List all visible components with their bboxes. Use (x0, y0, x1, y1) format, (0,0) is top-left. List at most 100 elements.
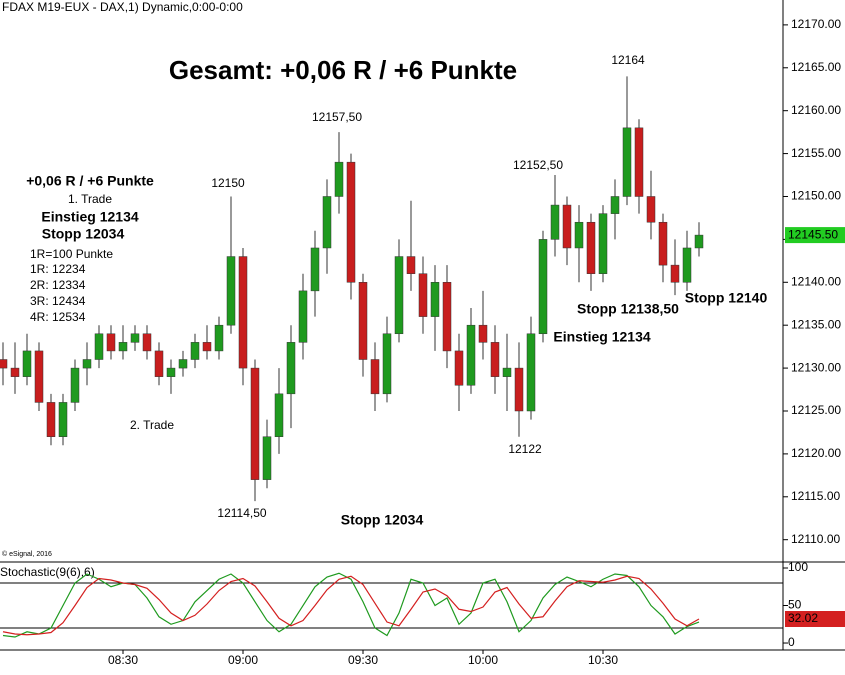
candle-body (190, 342, 200, 360)
candle-body (310, 247, 320, 292)
candle-body (454, 350, 464, 386)
candle-body (214, 324, 224, 352)
candle-body (442, 282, 452, 352)
candle-body (430, 282, 440, 317)
header: FDAX M19-EUX - DAX,1) Dynamic,0:00-0:00 (2, 0, 243, 14)
annotation: 12164 (611, 53, 645, 67)
candle-body (70, 367, 80, 403)
candle-body (658, 221, 668, 266)
candle-body (418, 273, 428, 317)
x-tick-label: 09:00 (228, 653, 258, 667)
candle-body (250, 367, 260, 480)
candle-body (550, 204, 560, 240)
annotation: Stopp 12138,50 (577, 301, 679, 317)
candle-body (538, 239, 548, 335)
annotation: 12114,50 (217, 506, 266, 520)
candle-body (202, 342, 212, 352)
annotation: Stopp 12140 (685, 290, 768, 306)
candle-body (118, 342, 128, 352)
candle-body (598, 213, 608, 274)
candle-body (694, 234, 704, 249)
annotation: 1R: 12234 (30, 262, 86, 276)
y-tick-label: 0 (788, 635, 795, 649)
candle-body (514, 367, 524, 412)
annotation: +0,06 R / +6 Punkte (26, 173, 154, 189)
annotation: Einstieg 12134 (553, 329, 650, 345)
y-tick-label: 12135.00 (791, 317, 841, 331)
candle-body (346, 161, 356, 283)
candle-body (334, 161, 344, 197)
candle-body (274, 393, 284, 437)
candle-body (382, 333, 392, 395)
chart-title: Gesamt: +0,06 R / +6 Punkte (169, 55, 517, 85)
x-tick-label: 08:30 (108, 653, 138, 667)
annotation: 12122 (508, 442, 542, 456)
candle-body (634, 127, 644, 197)
candle-body (142, 333, 152, 352)
candle-body (466, 324, 476, 386)
candle-body (622, 127, 632, 197)
candle-body (502, 367, 512, 377)
credit: © eSignal, 2016 (2, 550, 52, 558)
y-tick-label: 12115.00 (791, 489, 840, 503)
y-tick-label: 12170.00 (791, 17, 841, 31)
y-tick-label: 12130.00 (791, 360, 841, 374)
annotation: 2. Trade (130, 418, 174, 432)
y-tick-label: 12110.00 (791, 532, 840, 546)
y-tick-label: 12150.00 (791, 189, 841, 203)
candle-body (154, 350, 164, 377)
annotation: 2R: 12334 (30, 278, 86, 292)
y-tick-label: 12160.00 (791, 103, 841, 117)
candle-body (610, 196, 620, 214)
y-tick-label: 12120.00 (791, 446, 841, 460)
last-value-box (785, 611, 845, 628)
candle-body (22, 350, 32, 377)
y-tick-label: 12155.00 (791, 146, 841, 160)
annotation: 4R: 12534 (30, 310, 86, 324)
candle-body (130, 333, 140, 343)
annotation: 12157,50 (312, 110, 362, 124)
candle-body (286, 342, 296, 395)
y-tick-label: 100 (788, 560, 808, 574)
candle-body (34, 350, 44, 403)
last-price-label: 12145.50 (788, 227, 838, 241)
candle-body (226, 256, 236, 326)
candle-body (58, 402, 68, 437)
annotation: 12152,50 (513, 158, 563, 172)
candle-body (82, 359, 92, 369)
annotation: Stopp 12034 (341, 512, 424, 528)
candle-body (478, 324, 488, 343)
stochastic-line (2, 575, 700, 636)
candle-body (574, 221, 584, 249)
stochastic-line (2, 572, 700, 638)
candle-body (0, 359, 8, 369)
y-tick-label: 12165.00 (791, 60, 841, 74)
annotation: 1. Trade (68, 192, 112, 206)
candle-body (106, 333, 116, 352)
candle-body (586, 221, 596, 274)
candle-body (46, 402, 56, 437)
candle-body (682, 247, 692, 283)
candle-body (406, 256, 416, 274)
last-price-box (785, 227, 845, 244)
candle-body (238, 256, 248, 369)
x-tick-label: 10:00 (468, 653, 498, 667)
annotation: 3R: 12434 (30, 294, 86, 308)
annotation: Stopp 12034 (42, 226, 125, 242)
candle-body (10, 367, 20, 377)
candle-body (298, 290, 308, 343)
candle-body (370, 359, 380, 395)
candle-body (178, 359, 188, 369)
candle-body (490, 342, 500, 377)
x-tick-label: 10:30 (588, 653, 618, 667)
y-tick-label: 50 (788, 598, 802, 612)
candle-body (322, 196, 332, 249)
panel-title: Stochastic(9(6),6) (0, 565, 95, 579)
annotation: 1R=100 Punkte (30, 247, 113, 261)
candle-body (262, 436, 272, 480)
candle-body (562, 204, 572, 249)
y-tick-label: 12140.00 (791, 274, 841, 288)
y-tick-label: 12125.00 (791, 403, 841, 417)
